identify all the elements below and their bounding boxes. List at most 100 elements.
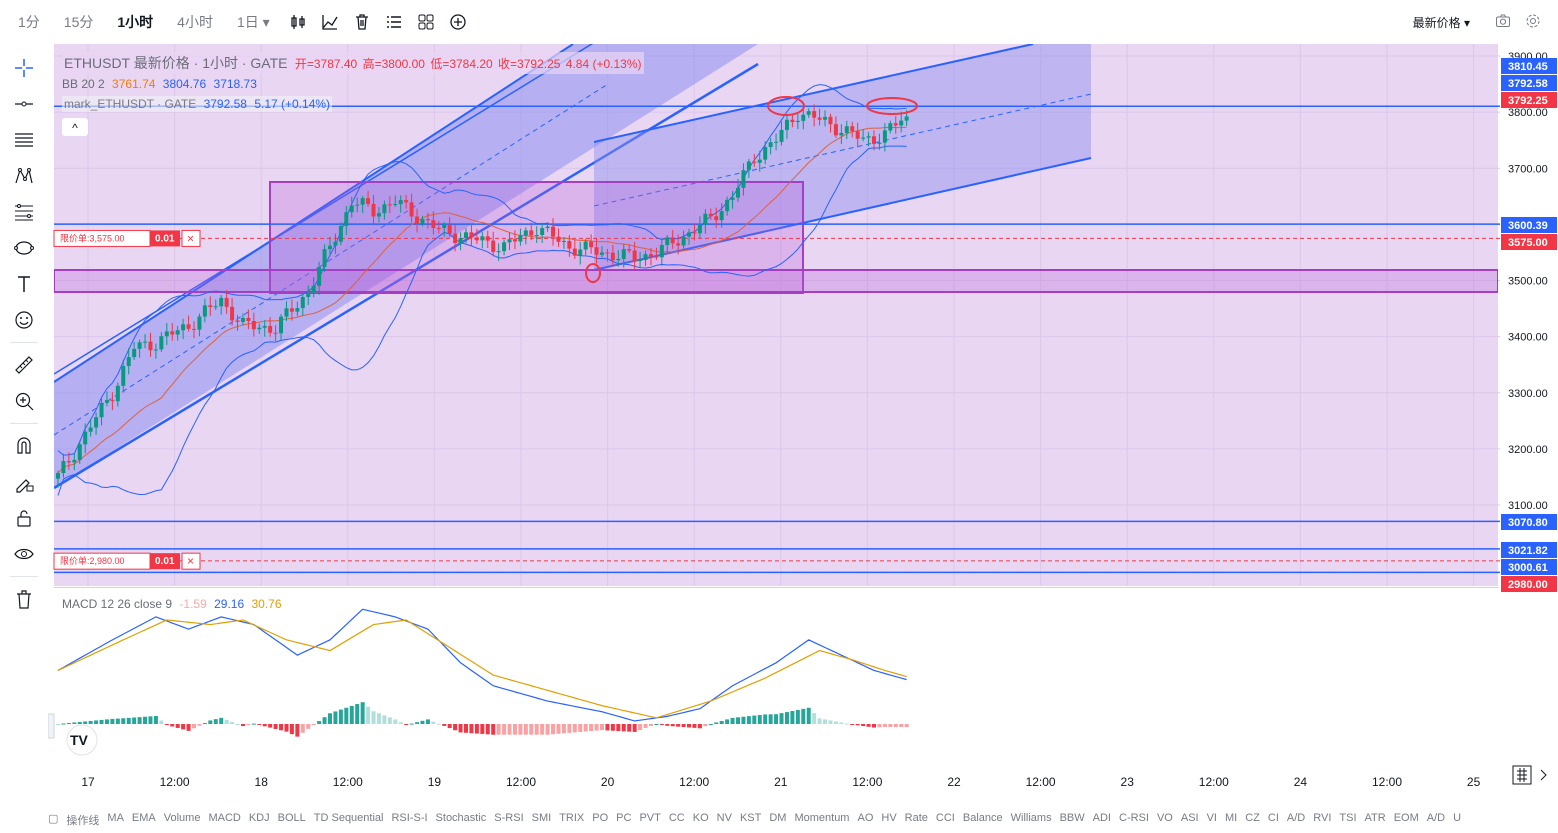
indicator-shortcut[interactable]: A/D [1286,812,1306,824]
indicator-shortcut[interactable]: ATR [1364,812,1386,824]
toolbar-divider [10,423,38,424]
camera-icon[interactable] [1492,13,1514,32]
shape-icon[interactable] [6,230,42,266]
indicator-shortcut[interactable]: Momentum [794,812,850,824]
legend-collapse-button[interactable]: ^ [62,118,88,136]
indicator-shortcut[interactable]: TD Sequential [313,812,384,824]
bb-label[interactable]: BB 20 2 [62,77,105,91]
chart-area[interactable]: 限价单:3,575.000.01×限价单:2,980.000.01× 80.00… [47,44,1558,828]
order-close-button[interactable] [181,552,201,570]
toolbar-divider [10,576,38,577]
indicator-shortcut[interactable]: CZ [1245,812,1260,824]
indicator-shortcut[interactable]: CC [668,812,685,824]
lock-drawing-icon[interactable] [6,464,42,500]
calendar-icon[interactable]: ▢ [48,813,59,825]
timeframe-1h[interactable]: 1小时 [117,14,154,30]
object-list-icon[interactable] [378,0,410,44]
symbol-title[interactable]: ETHUSDT 最新价格 · 1小时 · GATE [64,55,288,71]
settings-gear-icon[interactable] [1522,13,1544,32]
axis-settings-icon[interactable] [1512,765,1532,785]
indicator-shortcut[interactable]: DM [769,812,787,824]
eye-icon[interactable] [6,536,42,572]
indicator-shortcut[interactable]: U [1453,812,1462,824]
zoom-in-icon[interactable] [6,383,42,419]
candle-body [376,213,381,217]
trend-line-icon[interactable] [6,86,42,122]
crosshair-icon[interactable] [6,50,42,86]
indicator-shortcut[interactable]: VI [1206,812,1217,824]
indicator-shortcut[interactable]: EOM [1393,812,1419,824]
candlestick-chart[interactable]: 限价单:3,575.000.01×限价单:2,980.000.01× 80.00… [47,44,1558,828]
macd-histogram-bar [376,713,381,724]
indicator-shortcut[interactable]: NV [716,812,732,824]
indicator-shortcut[interactable]: KST [739,812,762,824]
indicator-shortcut[interactable]: SMI [531,812,552,824]
indicator-shortcut[interactable]: EMA [131,812,156,824]
indicator-shortcut[interactable]: KDJ [248,812,270,824]
order-close-button[interactable] [181,229,201,247]
indicator-shortcut[interactable]: Volume [163,812,201,824]
timeframe-1m[interactable]: 1分 [18,14,40,30]
candle-body [828,116,833,125]
price-tag-text: 3070.80 [1508,517,1548,529]
indicator-shortcut[interactable]: HV [881,812,897,824]
ruler-icon[interactable] [6,347,42,383]
indicator-shortcut[interactable]: VO [1156,812,1173,824]
indicator-shortcut[interactable]: A/D [1426,812,1446,824]
emoji-icon[interactable] [6,302,42,338]
indicator-shortcut[interactable]: MA [107,812,124,824]
text-icon[interactable] [6,266,42,302]
indicator-shortcut[interactable]: RVI [1313,812,1332,824]
mark-price-change: 5.17 (+0.14%) [254,97,331,111]
collapse-handle[interactable] [47,713,55,739]
indicator-shortcut[interactable]: CCI [935,812,955,824]
indicator-shortcut[interactable]: PC [616,812,632,824]
macd-label[interactable]: MACD 12 26 close 9 [62,597,173,611]
indicator-shortcut[interactable]: KO [692,812,709,824]
pattern-icon[interactable] [6,158,42,194]
mark-price-label[interactable]: mark_ETHUSDT · GATE [64,97,197,111]
indicator-shortcut[interactable]: Stochastic [435,812,487,824]
indicators-icon[interactable] [314,0,346,44]
indicator-shortcut[interactable]: BOLL [277,812,306,824]
price-type-dropdown[interactable]: 最新价格 ▾ [1413,14,1484,31]
delete-icon[interactable] [346,0,378,44]
indicator-shortcut[interactable]: C-RSI [1119,812,1149,824]
indicator-shortcut[interactable]: BBW [1059,812,1085,824]
scroll-right-icon[interactable] [1540,769,1547,781]
indicator-shortcut[interactable]: RSI-S-I [391,812,428,824]
indicator-shortcut[interactable]: ASI [1180,812,1199,824]
indicator-shortcut[interactable]: TSI [1339,812,1357,824]
candle-body [153,349,158,351]
indicator-shortcut[interactable]: Balance [962,812,1003,824]
indicator-shortcut[interactable]: MACD [208,812,241,824]
candle-body [638,260,643,262]
magnet-icon[interactable] [6,428,42,464]
timeframe-4h[interactable]: 4小时 [177,14,213,30]
candle-body [164,331,169,337]
indicator-shortcut[interactable]: 操作线 [66,815,100,827]
lock-icon[interactable] [6,500,42,536]
macd-histogram-bar [137,717,142,724]
timeframe-15m[interactable]: 15分 [63,14,94,30]
indicator-shortcut[interactable]: ADI [1092,812,1111,824]
indicator-shortcut[interactable]: Rate [904,812,928,824]
indicator-shortcut[interactable]: TRIX [559,812,585,824]
trash-icon[interactable] [6,581,42,617]
indicator-shortcut[interactable]: S-RSI [494,812,524,824]
candle-body [746,161,751,171]
indicator-shortcut[interactable]: PVT [639,812,661,824]
add-circle-icon[interactable] [442,0,474,44]
candle-style-icon[interactable] [282,0,314,44]
layout-grid-icon[interactable] [410,0,442,44]
indicator-shortcut[interactable]: Williams [1010,812,1052,824]
indicator-shortcut[interactable]: PO [592,812,609,824]
indicator-shortcut[interactable]: AO [857,812,874,824]
candle-body [56,473,60,479]
candle-body [148,341,153,351]
indicator-shortcut[interactable]: CI [1267,812,1279,824]
timeframe-1d[interactable]: 1日 ▾ [225,0,282,44]
indicator-shortcut[interactable]: MI [1225,812,1238,824]
horizontal-lines-icon[interactable] [6,122,42,158]
fib-retracement-icon[interactable] [6,194,42,230]
